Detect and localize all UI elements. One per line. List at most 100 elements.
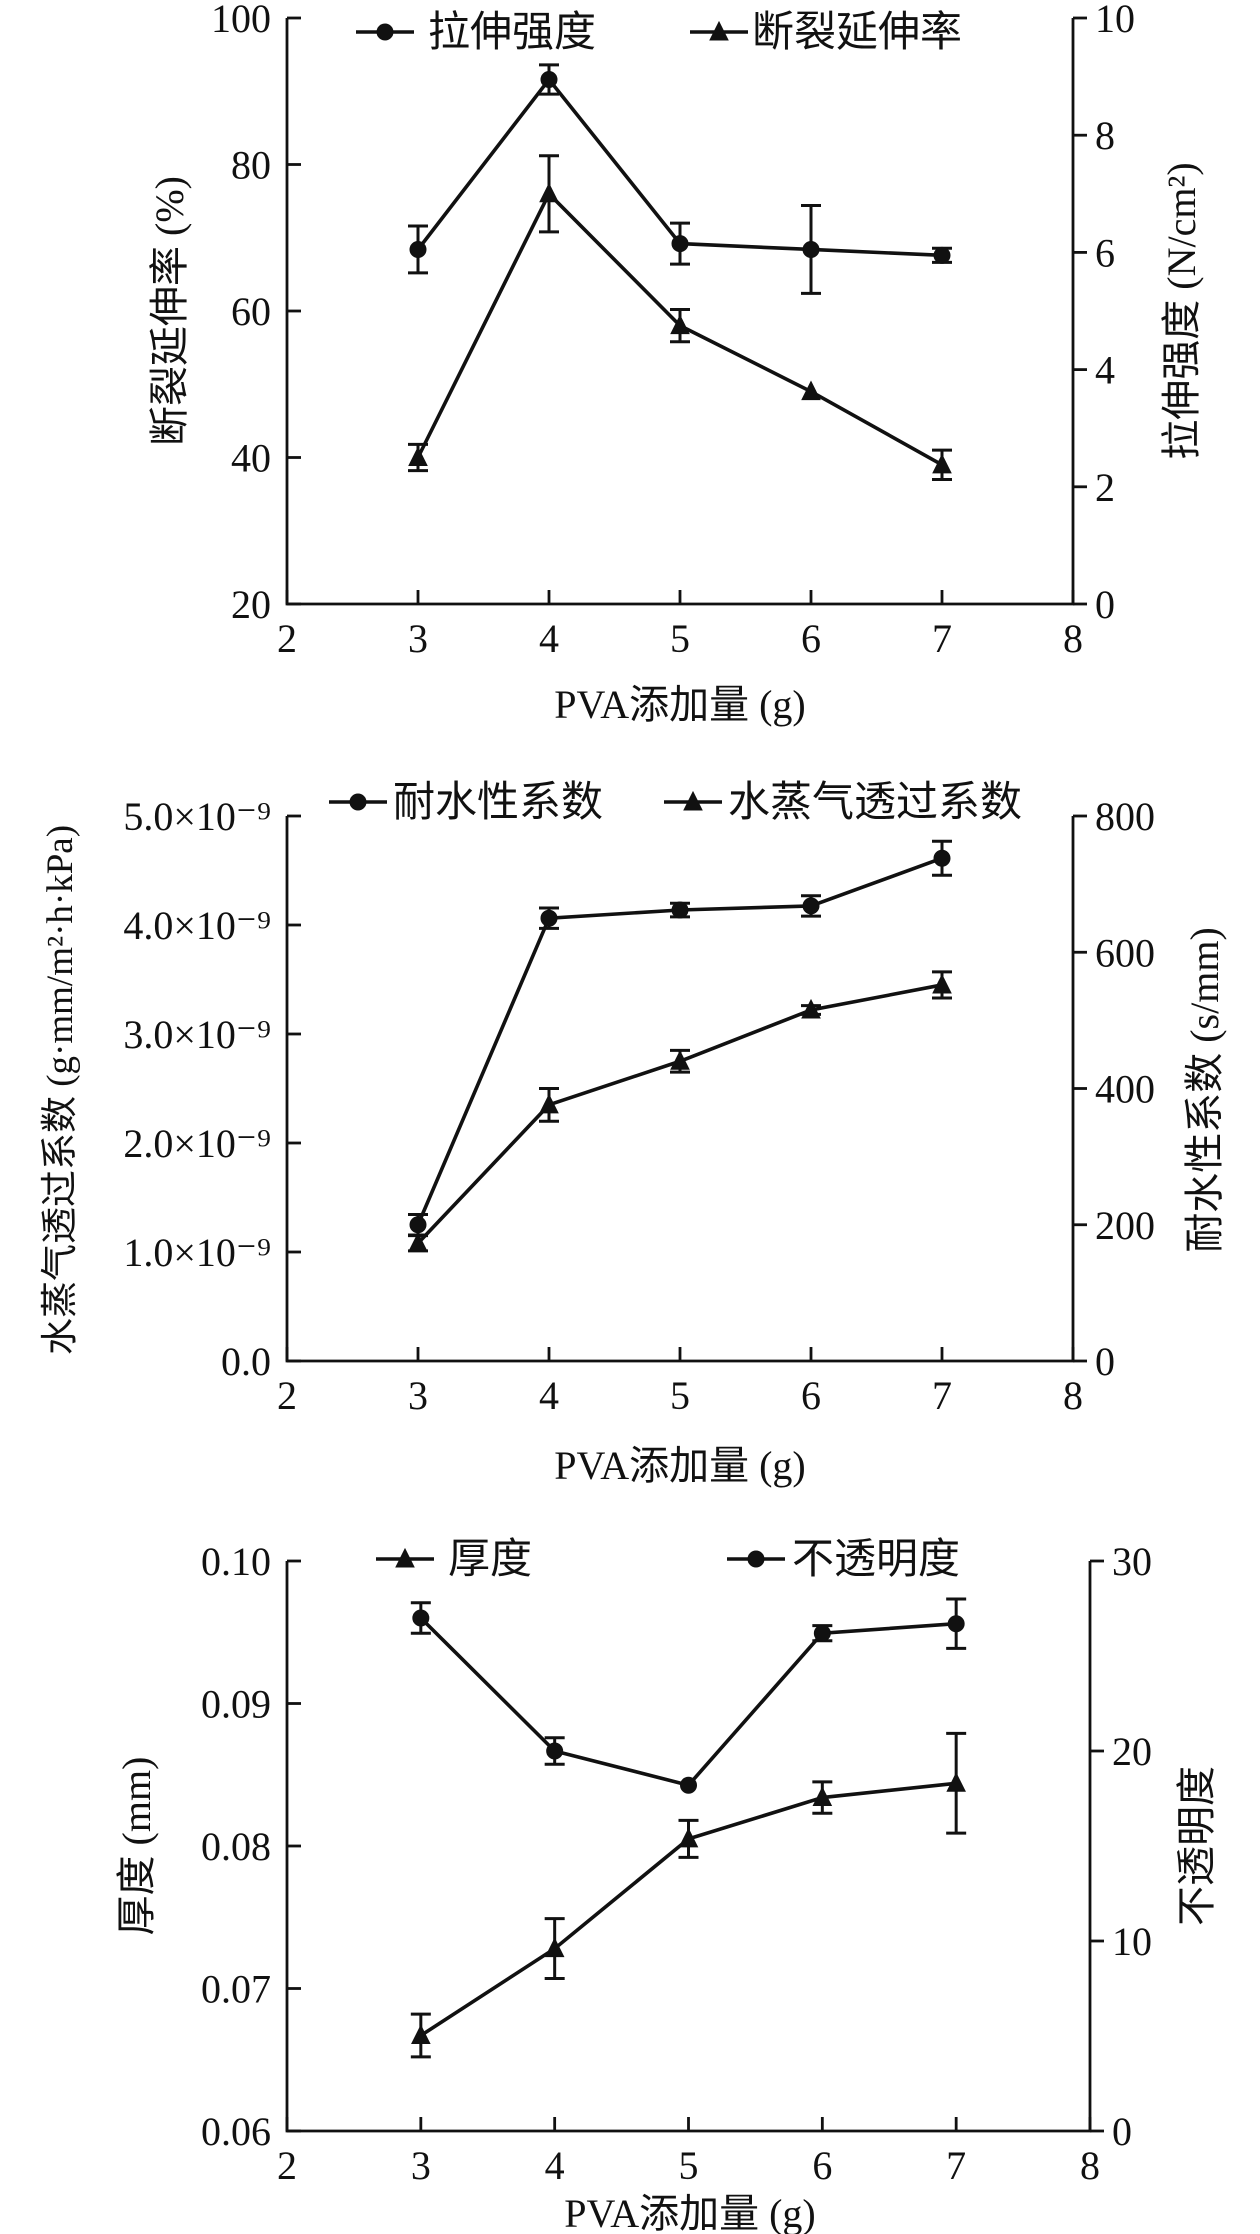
series-line (416, 983, 943, 1245)
data-point (678, 1827, 699, 1848)
data-point (540, 71, 558, 89)
legend-triangle-icon (683, 790, 703, 811)
x-tick-label: 6 (812, 2143, 832, 2188)
right-axis-title: 耐水性系数 (s/mm) (1182, 927, 1227, 1253)
x-tick-label: 6 (801, 616, 821, 661)
data-point (946, 1772, 966, 1792)
right-axis-ticks: 0 2 4 6 8 10 (1073, 0, 1135, 627)
left-axis-ticks: 0.06 0.07 0.08 0.09 0.10 (201, 1539, 301, 2154)
right-y-tick-label: 8 (1095, 113, 1115, 158)
right-y-tick-label: 30 (1112, 1539, 1152, 1584)
series-layer (408, 839, 952, 1253)
left-y-tick-label: 0.07 (201, 1967, 271, 2012)
left-y-tick-label: 0.08 (201, 1824, 271, 1869)
data-point (409, 1216, 427, 1234)
x-axis-ticks: 2 3 4 5 6 7 8 (277, 1347, 1083, 1418)
right-y-tick-label: 200 (1095, 1203, 1155, 1248)
left-y-tick-label: 3.0×10⁻⁹ (123, 1012, 271, 1057)
right-y-tick-label: 4 (1095, 348, 1115, 393)
legend: 拉伸强度 断裂延伸率 (356, 9, 962, 56)
legend-label: 耐水性系数 (393, 780, 603, 826)
data-point (801, 380, 821, 401)
left-y-tick-label: 1.0×10⁻⁹ (123, 1230, 271, 1275)
data-point (412, 1609, 430, 1627)
x-tick-label: 8 (1080, 2143, 1100, 2188)
data-point (947, 1615, 965, 1633)
data-point (546, 1742, 564, 1760)
data-point (544, 1937, 565, 1958)
panel-tensile: 2 3 4 5 6 7 8 20 40 60 80 100 0 2 4 6 8 10 PVA添加量 (g) 断… (147, 0, 1204, 727)
legend-circle-icon (747, 1550, 765, 1568)
x-axis-ticks: 2 3 4 5 6 7 8 (277, 590, 1083, 661)
left-y-tick-label: 0.09 (201, 1682, 271, 1727)
right-y-tick-label: 6 (1095, 230, 1115, 275)
x-tick-label: 2 (277, 616, 297, 661)
x-axis-title: PVA添加量 (g) (564, 2191, 816, 2234)
series-line (419, 1616, 957, 1788)
data-point (932, 973, 952, 994)
left-y-tick-label: 0.0 (221, 1339, 271, 1384)
left-y-tick-label: 20 (231, 582, 271, 627)
data-point (932, 453, 952, 474)
data-point (409, 240, 427, 258)
legend-triangle-icon (395, 1547, 415, 1568)
data-point (680, 1776, 697, 1794)
legend-circle-icon (349, 793, 367, 811)
left-y-tick-label: 0.06 (201, 2109, 271, 2154)
left-y-tick-label: 5.0×10⁻⁹ (123, 794, 271, 839)
left-axis-ticks: 20 40 60 80 100 (211, 0, 301, 627)
data-point (933, 849, 951, 867)
data-point (802, 240, 820, 258)
right-y-tick-label: 0 (1112, 2109, 1132, 2154)
data-point (670, 1050, 690, 1070)
legend-circle-icon (376, 23, 394, 41)
right-y-tick-label: 400 (1095, 1067, 1155, 1112)
data-point (671, 235, 689, 253)
x-tick-label: 3 (411, 2143, 431, 2188)
x-tick-label: 3 (408, 1373, 428, 1418)
x-tick-label: 5 (670, 616, 690, 661)
right-axis-title: 不透明度 (1174, 1766, 1219, 1926)
x-tick-label: 4 (545, 2143, 565, 2188)
x-tick-label: 2 (277, 1373, 297, 1418)
left-y-tick-label: 4.0×10⁻⁹ (123, 903, 271, 948)
data-point (670, 314, 690, 335)
x-axis-title: PVA添加量 (g) (554, 1443, 806, 1488)
series-layer (408, 63, 952, 481)
data-point (539, 182, 559, 203)
right-y-tick-label: 20 (1112, 1729, 1152, 1774)
data-point (408, 1232, 428, 1252)
data-point (539, 1093, 559, 1114)
x-tick-label: 8 (1063, 1373, 1083, 1418)
left-y-tick-label: 100 (211, 0, 271, 41)
right-y-tick-label: 10 (1112, 1919, 1152, 1964)
data-point (408, 446, 428, 466)
left-axis-ticks: 0.0 1.0×10⁻⁹ 2.0×10⁻⁹ 3.0×10⁻⁹ 4.0×10⁻⁹ 5.0×1… (123, 794, 301, 1384)
data-point (812, 1786, 833, 1807)
x-tick-label: 7 (946, 2143, 966, 2188)
panel-thickness: 2 3 4 5 6 7 8 0.06 0.07 0.08 0.09 0.10 0 10 20 30 PVA… (114, 1537, 1219, 2234)
right-axis-ticks: 0 10 20 30 (1090, 1539, 1152, 2154)
right-axis-title: 拉伸强度 (N/cm²) (1159, 162, 1204, 460)
plot-frame (285, 816, 1075, 1363)
right-y-tick-label: 0 (1095, 582, 1115, 627)
x-tick-label: 3 (408, 616, 428, 661)
legend: 耐水性系数 水蒸气透过系数 (329, 780, 1022, 826)
x-tick-label: 4 (539, 616, 559, 661)
left-y-tick-label: 60 (231, 289, 271, 334)
left-axis-title: 水蒸气透过系数 (g·mm/m²·h·kPa) (39, 825, 81, 1355)
series-layer (410, 1597, 967, 2059)
left-axis-title: 断裂延伸率 (%) (147, 176, 192, 446)
legend-label: 厚度 (448, 1537, 532, 1583)
x-tick-label: 5 (670, 1373, 690, 1418)
x-axis-ticks: 2 3 4 5 6 7 8 (277, 2117, 1100, 2188)
x-tick-label: 7 (932, 616, 952, 661)
legend-label: 水蒸气透过系数 (728, 780, 1022, 826)
left-y-tick-label: 80 (231, 143, 271, 188)
legend-label: 不透明度 (792, 1537, 960, 1583)
left-y-tick-label: 2.0×10⁻⁹ (123, 1121, 271, 1166)
legend-label: 断裂延伸率 (752, 9, 962, 56)
x-tick-label: 8 (1063, 616, 1083, 661)
legend-label: 拉伸强度 (428, 9, 596, 56)
